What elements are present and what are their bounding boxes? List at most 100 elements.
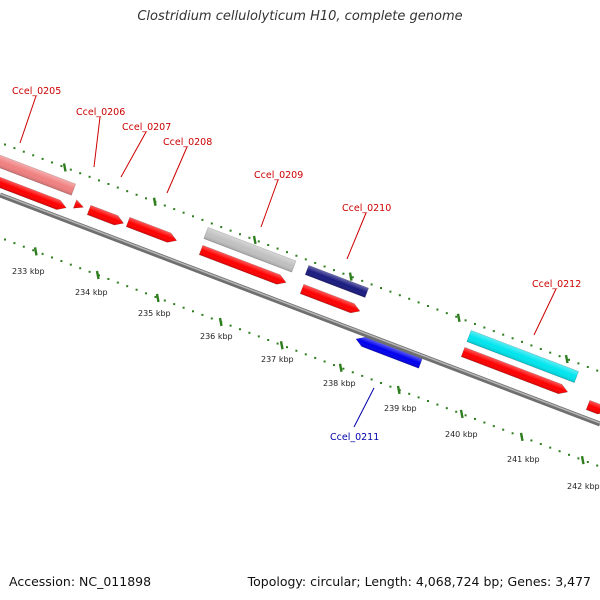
lower-track-minor-tick	[568, 453, 570, 456]
lower-track-major-tick	[33, 247, 38, 256]
ruler-label: 233 kbp	[12, 267, 45, 276]
lower-track-minor-tick	[201, 313, 204, 316]
lower-track-minor-tick	[51, 256, 53, 259]
lower-track-minor-tick	[210, 317, 213, 320]
upper-track-minor-tick	[4, 143, 6, 146]
upper-track-minor-tick	[32, 154, 35, 157]
upper-track-minor-tick	[13, 147, 16, 150]
cds-arrow[interactable]	[125, 216, 178, 245]
backbone-track	[0, 192, 600, 427]
upper-track-minor-tick	[502, 333, 505, 336]
upper-track-major-tick	[252, 235, 257, 245]
lower-track-minor-tick	[248, 331, 251, 334]
lower-track-major-tick	[279, 341, 284, 350]
upper-track-minor-tick	[295, 254, 298, 257]
feature-ccel_0211[interactable]	[354, 334, 423, 369]
lower-track-minor-tick	[276, 342, 279, 345]
upper-track-minor-tick	[398, 294, 401, 297]
gene-label-ccel_0210[interactable]: Ccel_0210	[342, 203, 391, 214]
cds-arrow[interactable]	[72, 199, 85, 212]
feature-ccel_0210[interactable]	[304, 264, 369, 298]
upper-track-minor-tick	[380, 287, 382, 290]
lower-track-minor-tick	[361, 374, 364, 377]
upper-track-minor-tick	[173, 208, 176, 211]
upper-track-minor-tick	[126, 190, 129, 193]
upper-track-minor-tick	[210, 222, 213, 225]
lower-track-minor-tick	[229, 324, 232, 327]
feature-ccel_0205[interactable]	[0, 154, 77, 196]
upper-track-minor-tick	[163, 204, 166, 207]
ruler-label: 238 kbp	[323, 379, 356, 388]
lower-track-major-tick	[580, 455, 585, 465]
lower-track-minor-tick	[474, 417, 476, 420]
upper-track-minor-tick	[276, 247, 279, 250]
lower-track-minor-tick	[511, 432, 514, 435]
upper-track-minor-tick	[41, 157, 44, 160]
lower-track-minor-tick	[257, 335, 260, 338]
feature-ccel_0212[interactable]	[466, 330, 579, 384]
leader-line	[93, 116, 101, 168]
cds-arrow[interactable]	[299, 283, 361, 315]
label-leaders	[19, 95, 557, 428]
cds-arrow[interactable]	[585, 399, 600, 416]
ruler-label: 237 kbp	[261, 355, 294, 364]
ruler-labels: 233 kbp 234 kbp 235 kbp 236 kbp 237 kbp 238 k…	[12, 267, 600, 491]
lower-track-minor-tick	[116, 281, 119, 284]
lower-track-minor-tick	[267, 338, 270, 341]
lower-track-minor-tick	[192, 310, 194, 313]
lower-track-minor-tick	[182, 306, 185, 309]
leader-line	[260, 179, 279, 228]
gene-label-ccel_0208[interactable]: Ccel_0208	[163, 137, 212, 148]
gene-label-ccel_0207[interactable]: Ccel_0207	[122, 122, 171, 133]
upper-track-minor-tick	[98, 179, 100, 182]
upper-track-minor-tick	[220, 226, 223, 229]
upper-track-minor-tick	[314, 261, 317, 264]
gene-label-ccel_0209[interactable]: Ccel_0209	[254, 170, 303, 181]
upper-track-minor-tick	[474, 322, 476, 325]
cds-track	[0, 175, 600, 416]
gene-labels: Ccel_0205 Ccel_0206 Ccel_0207 Ccel_0208 Ccel…	[12, 86, 581, 443]
upper-track-minor-tick	[69, 168, 72, 171]
upper-track-minor-tick	[145, 197, 147, 200]
cds-arrow[interactable]	[0, 175, 68, 212]
lower-track-minor-tick	[549, 446, 552, 449]
upper-track-minor-tick	[286, 251, 288, 254]
gene-label-ccel_0211[interactable]: Ccel_0211	[330, 432, 379, 443]
lower-track-major-tick	[396, 385, 401, 395]
upper-track-minor-tick	[304, 258, 307, 261]
gene-label-ccel_0212[interactable]: Ccel_0212	[532, 279, 581, 290]
upper-track-minor-tick	[389, 290, 392, 293]
feature-ccel_0209[interactable]	[203, 227, 297, 273]
lower-track-minor-tick	[173, 303, 176, 306]
lower-track-minor-tick	[239, 328, 241, 331]
lower-track-minor-tick	[445, 407, 448, 410]
lower-track-major-tick	[95, 270, 100, 280]
lower-track-minor-tick	[4, 238, 6, 241]
lower-track-minor-tick	[370, 378, 373, 381]
upper-track-minor-tick	[427, 304, 429, 307]
lower-track-minor-tick	[539, 443, 542, 446]
ruler-label: 235 kbp	[138, 309, 171, 318]
upper-track-minor-tick	[370, 283, 373, 286]
upper-track-major-tick	[456, 313, 461, 323]
lower-track-minor-tick	[126, 285, 129, 288]
lower-track-major-tick	[459, 409, 464, 419]
lower-track-minor-tick	[586, 460, 589, 463]
gene-label-ccel_0206[interactable]: Ccel_0206	[76, 107, 125, 118]
lower-track-major-tick	[519, 432, 524, 442]
upper-track-minor-tick	[107, 182, 110, 185]
cds-arrow[interactable]	[198, 244, 288, 287]
cds-arrow[interactable]	[86, 204, 125, 228]
upper-track-minor-tick	[577, 362, 580, 365]
upper-track-minor-tick	[323, 265, 326, 268]
upper-tick-track	[4, 143, 599, 372]
lower-track-minor-tick	[351, 371, 354, 374]
upper-track-major-tick	[62, 163, 67, 172]
ruler-label: 240 kbp	[445, 430, 478, 439]
upper-track-minor-tick	[333, 269, 335, 272]
cds-arrow[interactable]	[460, 346, 569, 396]
lower-track-minor-tick	[22, 245, 25, 248]
gene-label-ccel_0205[interactable]: Ccel_0205	[12, 86, 61, 97]
upper-track-minor-tick	[521, 340, 523, 343]
